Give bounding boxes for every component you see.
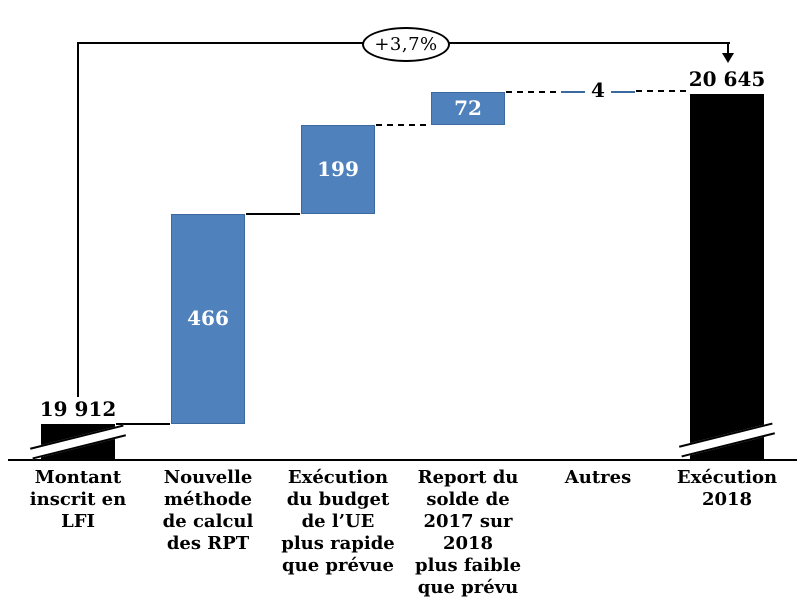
category-label-4: Autres xyxy=(564,467,632,488)
connector-line-3 xyxy=(506,91,560,94)
bar-value-label-0: 19 912 xyxy=(39,397,117,421)
bar-value-label-4: 4 xyxy=(585,77,611,102)
annotation-ellipse: +3,7% xyxy=(362,27,450,62)
connector-line-0 xyxy=(116,423,170,425)
category-label-3: Report du solde de 2017 sur 2018 plus fa… xyxy=(414,467,522,598)
waterfall-bar-5 xyxy=(690,94,764,460)
x-axis-line xyxy=(8,459,797,461)
connector-line-1 xyxy=(246,213,300,216)
bar-value-label-2: 199 xyxy=(317,156,359,181)
category-label-2: Exécution du budget de l’UE plus rapide … xyxy=(281,467,395,576)
connector-line-4 xyxy=(636,89,689,92)
bar-value-label-1: 466 xyxy=(187,306,229,331)
annotation-bracket-left-line xyxy=(77,42,79,397)
bar-value-label-3: 72 xyxy=(454,96,482,121)
annotation-bracket-right-line xyxy=(727,42,729,54)
category-label-5: Exécution 2018 xyxy=(676,467,778,510)
waterfall-bar-1 xyxy=(171,214,245,424)
waterfall-bar-3 xyxy=(431,92,505,125)
category-label-1: Nouvelle méthode de calcul des RPT xyxy=(162,467,254,554)
category-label-0: Montant inscrit en LFI xyxy=(29,467,127,532)
annotation-text: +3,7% xyxy=(374,34,438,55)
bar-value-label-5: 20 645 xyxy=(688,67,766,92)
waterfall-bar-2 xyxy=(301,124,375,215)
annotation-arrowhead-icon xyxy=(722,53,734,63)
connector-line-2 xyxy=(376,123,430,126)
